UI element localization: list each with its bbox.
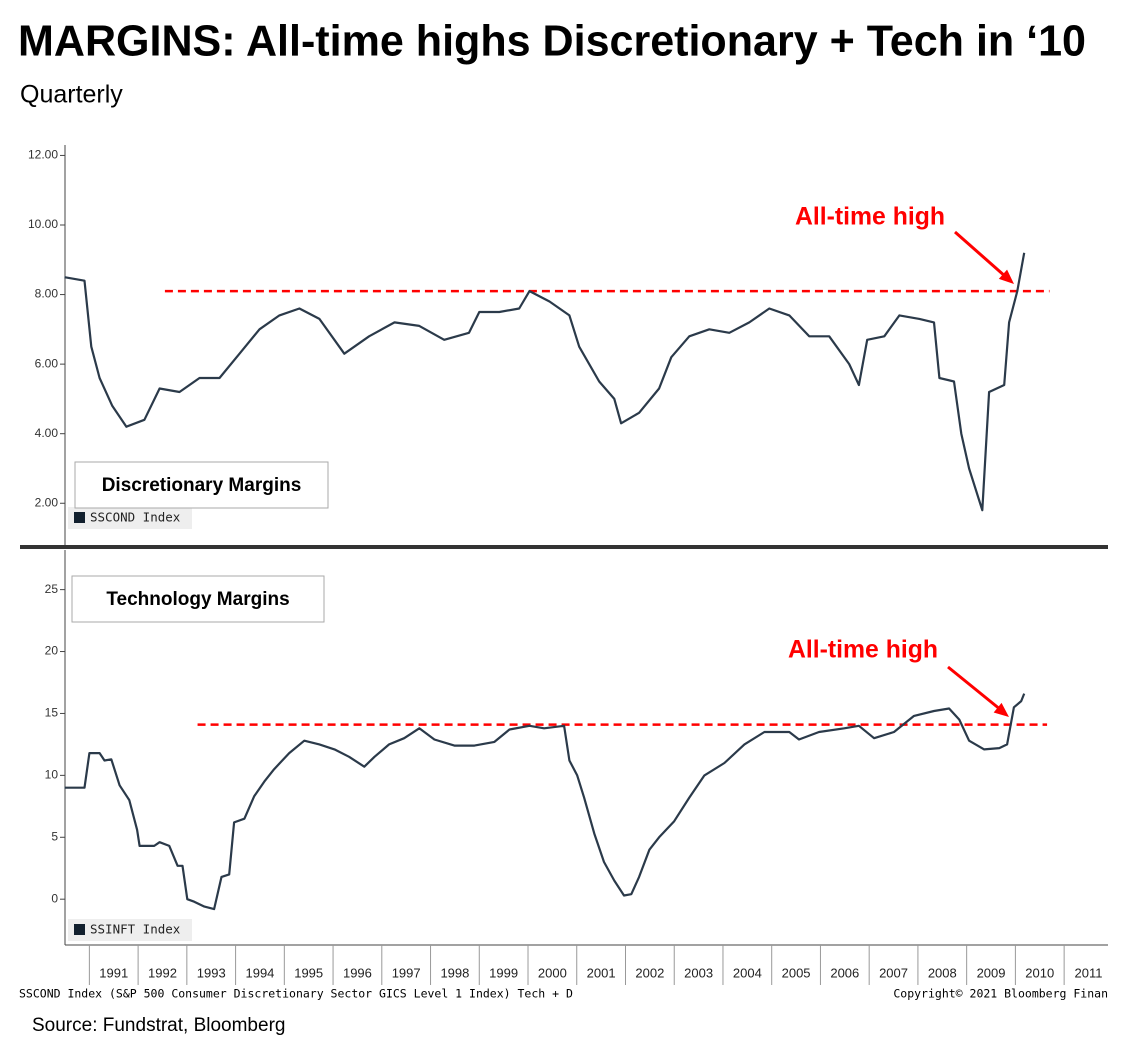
series-line [64,252,1026,512]
panel-title: Discretionary Margins [102,475,302,496]
series-line [64,693,1026,911]
legend-label: SSCOND Index [90,510,181,525]
legend-background [68,919,192,941]
y-tick-label: 20 [45,644,59,658]
annotation-arrowhead [993,702,1009,717]
footer-right: Copyright© 2021 Bloomberg Finan [893,987,1108,1001]
footer-left: SSCOND Index (S&P 500 Consumer Discretio… [19,987,573,1001]
x-tick-label: 2000 [538,965,567,980]
y-tick-label: 15 [45,706,59,720]
legend-swatch [74,924,85,935]
x-tick-label: 2001 [587,965,616,980]
annotation-arrowhead [998,269,1014,284]
y-tick-label: 2.00 [35,495,59,509]
annotation: All-time high [795,203,945,231]
x-tick-label: 2004 [733,965,762,980]
y-tick-label: 25 [45,582,59,596]
panel-title: Technology Margins [106,589,289,610]
x-tick-label: 2002 [635,965,664,980]
x-tick-label: 2010 [1025,965,1054,980]
page-title: MARGINS: All-time highs Discretionary + … [18,17,1086,66]
panel-title-box [71,575,325,623]
x-tick-label: 1997 [392,965,421,980]
y-tick-label: 10.00 [28,217,58,231]
annotation: All-time high [788,636,938,664]
y-tick-label: 10 [45,768,59,782]
x-tick-label: 1999 [489,965,518,980]
x-tick-label: 1994 [245,965,274,980]
y-tick-label: 8.00 [35,287,59,301]
x-tick-label: 2008 [928,965,957,980]
annotation-arrow [954,230,1007,279]
y-tick-label: 4.00 [35,426,59,440]
y-tick-label: 12.00 [28,148,58,162]
panel-separator [20,545,1108,549]
y-tick-label: 6.00 [35,356,59,370]
panel-title-box [74,461,329,509]
x-tick-label: 1998 [440,965,469,980]
legend-background [68,507,192,529]
x-tick-label: 2011 [1075,965,1103,980]
x-tick-label: 2007 [879,965,908,980]
y-tick-label: 5 [51,829,58,843]
x-tick-label: 2003 [684,965,713,980]
x-tick-label: 1995 [294,965,323,980]
x-tick-label: 2006 [830,965,859,980]
source: Source: Fundstrat, Bloomberg [32,1015,285,1036]
x-tick-label: 1991 [99,965,128,980]
x-tick-label: 2005 [782,965,811,980]
legend-label: SSINFT Index [90,922,181,937]
annotation-arrow [947,665,1002,712]
x-tick-label: 1993 [197,965,226,980]
legend-swatch [74,512,85,523]
x-tick-label: 1992 [148,965,177,980]
x-tick-label: 2009 [977,965,1006,980]
subtitle: Quarterly [20,81,123,109]
y-tick-label: 0 [51,891,58,905]
x-tick-label: 1996 [343,965,372,980]
